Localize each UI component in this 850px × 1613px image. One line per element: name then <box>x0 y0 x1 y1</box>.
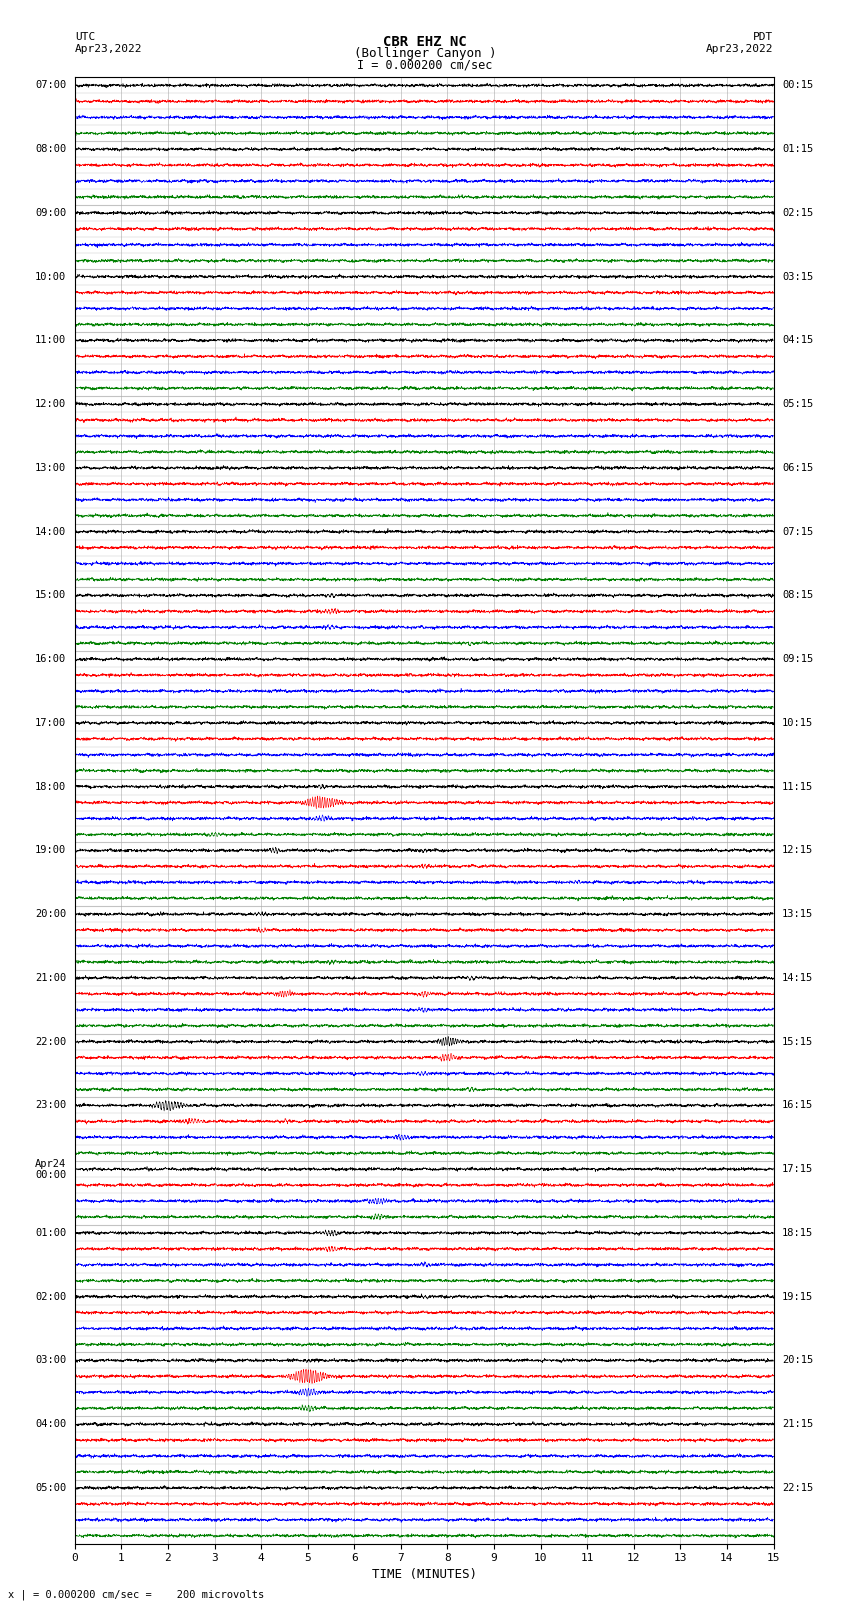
Text: 23:00: 23:00 <box>35 1100 66 1110</box>
Text: 00:15: 00:15 <box>782 81 813 90</box>
Text: 20:00: 20:00 <box>35 910 66 919</box>
Text: 22:15: 22:15 <box>782 1482 813 1494</box>
Text: 15:15: 15:15 <box>782 1037 813 1047</box>
Text: 08:15: 08:15 <box>782 590 813 600</box>
Text: 12:15: 12:15 <box>782 845 813 855</box>
Text: 14:15: 14:15 <box>782 973 813 982</box>
Text: Apr23,2022: Apr23,2022 <box>75 44 142 53</box>
Text: 01:15: 01:15 <box>782 144 813 155</box>
Text: 13:00: 13:00 <box>35 463 66 473</box>
Text: 21:00: 21:00 <box>35 973 66 982</box>
Text: 03:00: 03:00 <box>35 1355 66 1365</box>
Text: 11:00: 11:00 <box>35 336 66 345</box>
Text: 18:15: 18:15 <box>782 1227 813 1237</box>
Text: 01:00: 01:00 <box>35 1227 66 1237</box>
Text: 04:15: 04:15 <box>782 336 813 345</box>
Text: 17:00: 17:00 <box>35 718 66 727</box>
Text: I = 0.000200 cm/sec: I = 0.000200 cm/sec <box>357 58 493 73</box>
Text: 09:00: 09:00 <box>35 208 66 218</box>
Text: 15:00: 15:00 <box>35 590 66 600</box>
Text: (Bollinger Canyon ): (Bollinger Canyon ) <box>354 47 496 60</box>
Text: 19:15: 19:15 <box>782 1292 813 1302</box>
Text: 06:15: 06:15 <box>782 463 813 473</box>
Text: 09:15: 09:15 <box>782 655 813 665</box>
X-axis label: TIME (MINUTES): TIME (MINUTES) <box>371 1568 477 1581</box>
Text: 20:15: 20:15 <box>782 1355 813 1365</box>
Text: 05:15: 05:15 <box>782 398 813 410</box>
Text: 16:15: 16:15 <box>782 1100 813 1110</box>
Text: 04:00: 04:00 <box>35 1419 66 1429</box>
Text: 08:00: 08:00 <box>35 144 66 155</box>
Text: 02:00: 02:00 <box>35 1292 66 1302</box>
Text: 17:15: 17:15 <box>782 1165 813 1174</box>
Text: PDT: PDT <box>753 32 774 42</box>
Text: 07:00: 07:00 <box>35 81 66 90</box>
Text: 03:15: 03:15 <box>782 271 813 282</box>
Text: 22:00: 22:00 <box>35 1037 66 1047</box>
Text: 10:15: 10:15 <box>782 718 813 727</box>
Text: CBR EHZ NC: CBR EHZ NC <box>383 35 467 48</box>
Text: UTC: UTC <box>75 32 95 42</box>
Text: 10:00: 10:00 <box>35 271 66 282</box>
Text: Apr24
00:00: Apr24 00:00 <box>35 1158 66 1179</box>
Text: 16:00: 16:00 <box>35 655 66 665</box>
Text: x | = 0.000200 cm/sec =    200 microvolts: x | = 0.000200 cm/sec = 200 microvolts <box>8 1589 264 1600</box>
Text: 13:15: 13:15 <box>782 910 813 919</box>
Text: 12:00: 12:00 <box>35 398 66 410</box>
Text: Apr23,2022: Apr23,2022 <box>706 44 774 53</box>
Text: 19:00: 19:00 <box>35 845 66 855</box>
Text: 11:15: 11:15 <box>782 782 813 792</box>
Text: 21:15: 21:15 <box>782 1419 813 1429</box>
Text: 05:00: 05:00 <box>35 1482 66 1494</box>
Text: 07:15: 07:15 <box>782 526 813 537</box>
Text: 18:00: 18:00 <box>35 782 66 792</box>
Text: 02:15: 02:15 <box>782 208 813 218</box>
Text: 14:00: 14:00 <box>35 526 66 537</box>
